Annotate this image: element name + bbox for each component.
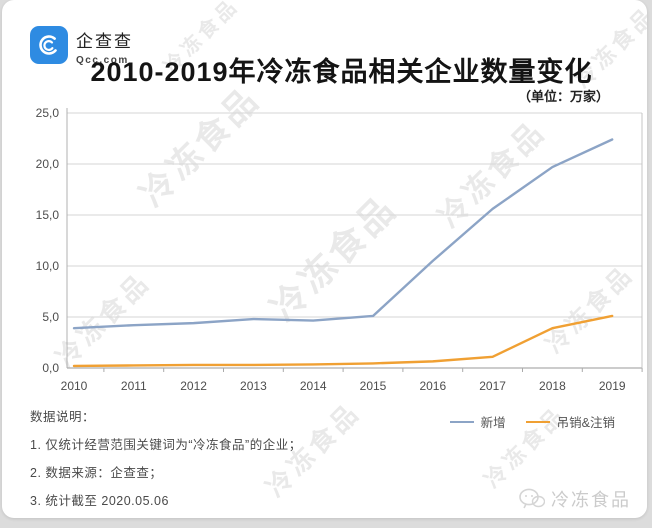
- chart-card: 冷冻食品 冷冻食品 冷冻食品 冷冻食品 冷冻食品 冷冻食品 冷冻食品 冷冻食品 …: [2, 0, 647, 518]
- brand-domain: Qcc.com: [76, 55, 129, 66]
- legend-label-new: 新增: [480, 416, 506, 430]
- svg-text:0,0: 0,0: [42, 361, 59, 375]
- qcc-logo-icon: [30, 26, 68, 64]
- legend-swatch-new: [449, 420, 474, 423]
- qcc-logo: 企查查 Qcc.com: [30, 26, 133, 66]
- svg-text:2014: 2014: [300, 379, 327, 393]
- legend-label-revoked: 吊销&注销: [556, 416, 615, 430]
- svg-text:20,0: 20,0: [36, 157, 60, 171]
- data-notes: 数据说明： 1. 仅统计经营范围关键词为“冷冻食品”的企业； 2. 数据来源：企…: [30, 406, 302, 518]
- unit-label: （单位：万家）: [517, 89, 609, 104]
- svg-text:2018: 2018: [539, 379, 566, 393]
- wechat-account-name: 冷冻食品: [551, 490, 631, 510]
- notes-heading: 数据说明：: [30, 410, 96, 424]
- svg-text:2017: 2017: [479, 379, 506, 393]
- line-chart: 0,0 5,0 10,0 15,0 20,0 25,0 2010 2011 2012 2013 20…: [36, 106, 643, 393]
- legend-item-revoked: 吊销&注销: [525, 412, 615, 431]
- legend-item-new: 新增: [449, 412, 506, 431]
- svg-text:10,0: 10,0: [36, 259, 60, 273]
- svg-text:2019: 2019: [599, 379, 626, 393]
- wechat-icon: [519, 488, 545, 509]
- chart-legend: 新增 吊销&注销: [449, 412, 615, 431]
- svg-text:2013: 2013: [240, 379, 267, 393]
- svg-text:2010: 2010: [61, 379, 88, 393]
- note-item: 1. 仅统计经营范围关键词为“冷冻食品”的企业；: [30, 438, 302, 452]
- svg-text:2012: 2012: [180, 379, 207, 393]
- svg-text:15,0: 15,0: [36, 208, 60, 222]
- legend-swatch-revoked: [525, 420, 550, 423]
- brand-name: 企查查: [76, 32, 133, 51]
- wechat-account-brand: 冷冻食品: [519, 486, 631, 512]
- note-item: 3. 统计截至 2020.05.06: [30, 494, 169, 508]
- svg-text:2016: 2016: [419, 379, 446, 393]
- svg-text:5,0: 5,0: [42, 310, 59, 324]
- chart-title: 2010-2019年冷冻食品相关企业数量变化: [90, 57, 593, 87]
- svg-text:25,0: 25,0: [36, 106, 60, 120]
- svg-text:2011: 2011: [121, 379, 147, 393]
- svg-text:2015: 2015: [360, 379, 387, 393]
- note-item: 2. 数据来源：企查查；: [30, 466, 163, 480]
